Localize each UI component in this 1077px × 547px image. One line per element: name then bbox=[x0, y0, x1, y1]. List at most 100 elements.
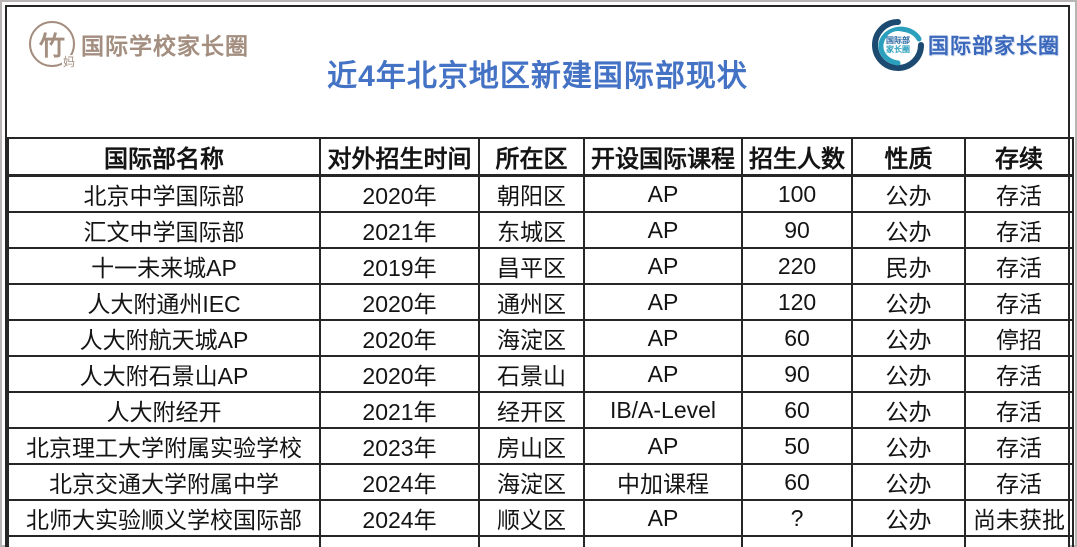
table-cell: 90 bbox=[741, 211, 853, 249]
table-cell: 经开区 bbox=[478, 391, 585, 429]
table-row: 人大附航天城AP 2020年 海淀区 AP 60 公办 停招 bbox=[7, 319, 1074, 357]
column-header: 所在区 bbox=[478, 137, 585, 177]
table-row: 汇文中学国际部 2021年 东城区 AP 90 公办 存活 bbox=[7, 211, 1074, 249]
table-cell: 中加课程 bbox=[583, 463, 743, 501]
table-cell: 顺义区 bbox=[478, 499, 585, 537]
table-cell: 2019年 bbox=[319, 247, 480, 285]
table-cell: 2024年 bbox=[319, 499, 480, 537]
table-cell: 公办 bbox=[851, 427, 966, 465]
table-cell: 北京中学国际部 bbox=[7, 174, 321, 213]
svg-text:国际部: 国际部 bbox=[886, 35, 910, 45]
table-cell: 石景山 bbox=[478, 355, 585, 393]
table-cell: 存活 bbox=[964, 355, 1074, 393]
table-cell bbox=[583, 535, 743, 547]
table-cell: 2020年 bbox=[319, 174, 480, 213]
table-row-empty-cutoff bbox=[7, 535, 1074, 547]
table-cell: 60 bbox=[741, 463, 853, 501]
table-cell: 海淀区 bbox=[478, 319, 585, 357]
table-cell: 汇文中学国际部 bbox=[7, 211, 321, 249]
guojibu-logo: 国际部 家长圈 国际部家长圈 bbox=[872, 19, 1060, 71]
table-cell: 公办 bbox=[851, 174, 966, 213]
table-cell: AP bbox=[583, 283, 743, 321]
table-row: 北京交通大学附属中学 2024年 海淀区 中加课程 60 公办 存活 bbox=[7, 463, 1074, 501]
table-cell bbox=[741, 535, 853, 547]
international-dept-table: 国际部名称 对外招生时间 所在区 开设国际课程 招生人数 性质 存续 北京中学国际部 2020… bbox=[7, 137, 1074, 547]
column-header: 开设国际课程 bbox=[583, 137, 743, 177]
table-cell: 公办 bbox=[851, 211, 966, 249]
table-cell: 存活 bbox=[964, 211, 1074, 249]
table-row: 北京理工大学附属实验学校 2023年 房山区 AP 50 公办 存活 bbox=[7, 427, 1074, 465]
table-cell: 90 bbox=[741, 355, 853, 393]
table-cell bbox=[319, 535, 480, 547]
table-cell: 人大附石景山AP bbox=[7, 355, 321, 393]
table-cell: AP bbox=[583, 174, 743, 213]
banner: 竹 妈 国际学校家长圈 近4年北京地区新建国际部现状 国际部 家长圈 国际部家长… bbox=[7, 7, 1068, 137]
table-cell: AP bbox=[583, 211, 743, 249]
table-cell: 存活 bbox=[964, 283, 1074, 321]
table-cell: 朝阳区 bbox=[478, 174, 585, 213]
table-cell: 存活 bbox=[964, 463, 1074, 501]
table-cell: 公办 bbox=[851, 283, 966, 321]
table-cell bbox=[7, 535, 321, 547]
table-cell: 60 bbox=[741, 391, 853, 429]
table-cell: 尚未获批 bbox=[964, 499, 1074, 537]
guojibu-logo-swirl-icon: 国际部 家长圈 bbox=[872, 19, 924, 71]
table-cell: 存活 bbox=[964, 427, 1074, 465]
table-row: 北京中学国际部 2020年 朝阳区 AP 100 公办 存活 bbox=[7, 174, 1074, 213]
table-cell: 公办 bbox=[851, 355, 966, 393]
table-cell: IB/A-Level bbox=[583, 391, 743, 429]
table-cell: 公办 bbox=[851, 463, 966, 501]
table-cell: 公办 bbox=[851, 391, 966, 429]
table-cell: 北京交通大学附属中学 bbox=[7, 463, 321, 501]
page: 竹 妈 国际学校家长圈 近4年北京地区新建国际部现状 国际部 家长圈 国际部家长… bbox=[5, 5, 1074, 547]
table-cell: 民办 bbox=[851, 247, 966, 285]
page-title: 近4年北京地区新建国际部现状 bbox=[327, 60, 748, 93]
table-cell: 100 bbox=[741, 174, 853, 213]
table-cell: 2020年 bbox=[319, 319, 480, 357]
column-header: 存续 bbox=[964, 137, 1074, 177]
table-cell: ? bbox=[741, 499, 853, 537]
table-cell: 人大附通州IEC bbox=[7, 283, 321, 321]
table-cell: 2024年 bbox=[319, 463, 480, 501]
guojibu-logo-label: 国际部家长圈 bbox=[928, 35, 1060, 58]
zhuma-logo: 竹 妈 国际学校家长圈 bbox=[29, 21, 249, 69]
svg-text:家长圈: 家长圈 bbox=[886, 44, 910, 54]
column-header: 对外招生时间 bbox=[319, 137, 480, 177]
table-cell: 人大附航天城AP bbox=[7, 319, 321, 357]
table-cell: 北京理工大学附属实验学校 bbox=[7, 427, 321, 465]
table-row: 十一未来城AP 2019年 昌平区 AP 220 民办 存活 bbox=[7, 247, 1074, 285]
table-cell: 公办 bbox=[851, 499, 966, 537]
table-cell: 2020年 bbox=[319, 355, 480, 393]
table-cell: 2021年 bbox=[319, 391, 480, 429]
table-cell: 存活 bbox=[964, 247, 1074, 285]
table-cell: 十一未来城AP bbox=[7, 247, 321, 285]
table-cell bbox=[964, 535, 1074, 547]
table-cell: 停招 bbox=[964, 319, 1074, 357]
column-header: 性质 bbox=[851, 137, 966, 177]
table-cell: AP bbox=[583, 427, 743, 465]
table-cell: 220 bbox=[741, 247, 853, 285]
zhuma-logo-sub-char: 妈 bbox=[61, 55, 76, 69]
table-row: 北师大实验顺义学校国际部 2024年 顺义区 AP? 公办 尚未获批 bbox=[7, 499, 1074, 537]
table-cell: 2020年 bbox=[319, 283, 480, 321]
table-cell: AP bbox=[583, 247, 743, 285]
zhuma-logo-label: 国际学校家长圈 bbox=[81, 33, 249, 59]
column-header: 国际部名称 bbox=[7, 137, 321, 177]
table-cell: 公办 bbox=[851, 319, 966, 357]
zhuma-logo-main-char: 竹 bbox=[38, 30, 65, 61]
table-cell: 东城区 bbox=[478, 211, 585, 249]
table-cell: 50 bbox=[741, 427, 853, 465]
table-cell: AP bbox=[583, 355, 743, 393]
table-cell: 通州区 bbox=[478, 283, 585, 321]
table-cell: 昌平区 bbox=[478, 247, 585, 285]
table-cell: 60 bbox=[741, 319, 853, 357]
table-cell: 存活 bbox=[964, 174, 1074, 213]
table-cell: AP bbox=[583, 499, 743, 537]
table-header-row: 国际部名称 对外招生时间 所在区 开设国际课程 招生人数 性质 存续 bbox=[7, 137, 1074, 177]
table-cell: 2023年 bbox=[319, 427, 480, 465]
table-cell bbox=[478, 535, 585, 547]
table-cell bbox=[851, 535, 966, 547]
table-row: 人大附经开 2021年 经开区 IB/A-Level 60 公办 存活 bbox=[7, 391, 1074, 429]
table-cell: 2021年 bbox=[319, 211, 480, 249]
